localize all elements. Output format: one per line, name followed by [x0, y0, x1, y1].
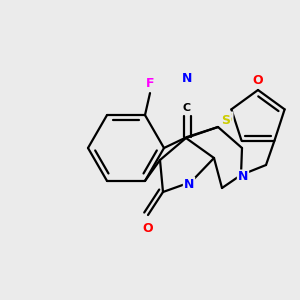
Text: F: F [146, 76, 154, 90]
Text: N: N [238, 170, 248, 184]
Text: S: S [224, 112, 232, 125]
Text: N: N [184, 178, 194, 190]
Text: S: S [221, 113, 230, 127]
Text: O: O [253, 74, 263, 86]
Text: O: O [143, 223, 153, 236]
Text: N: N [182, 71, 192, 85]
Text: C: C [183, 103, 191, 113]
